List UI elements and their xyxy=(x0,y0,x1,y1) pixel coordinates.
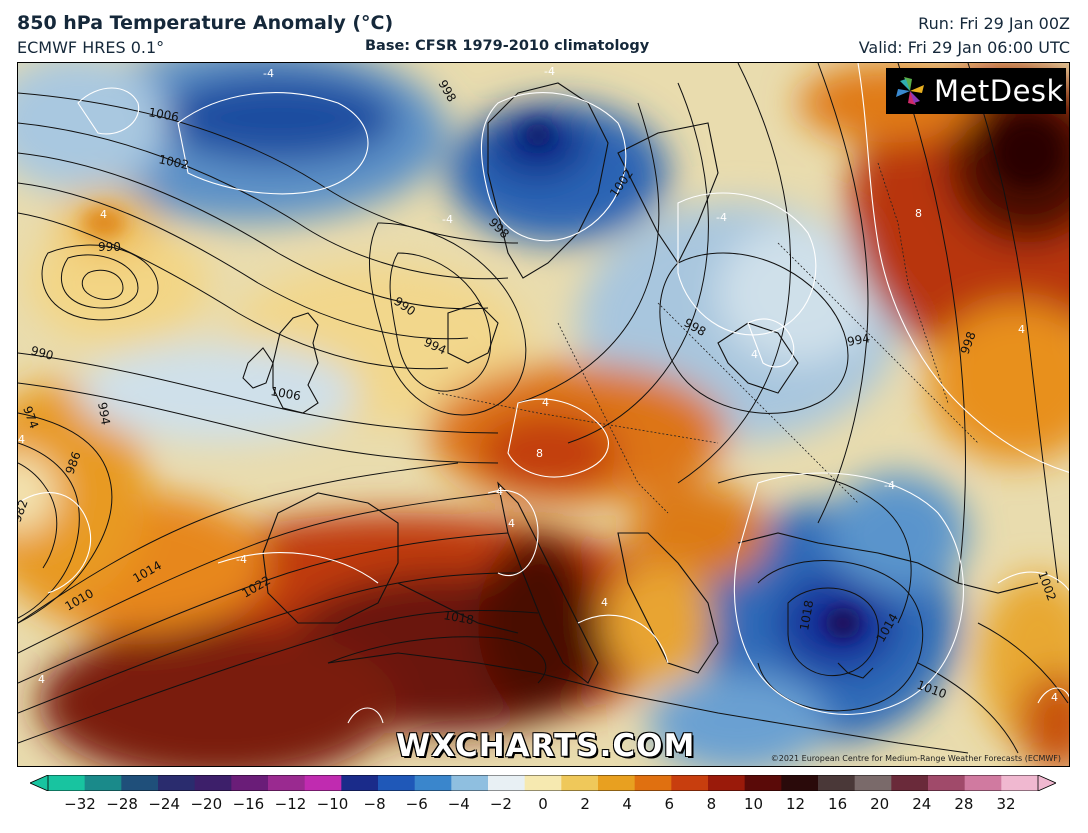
colorbar-tick-label: 4 xyxy=(622,795,632,813)
anomaly-labels: -4 -4 -4 -4 4 -4 8 4 4 4 4 8 4 4 -4 4 4 … xyxy=(18,65,1058,704)
colorbar-segment xyxy=(1001,775,1039,791)
colorbar-segment xyxy=(818,775,856,791)
isobars xyxy=(18,63,1069,754)
anomaly-label: -4 xyxy=(544,65,555,78)
colorbar-segment xyxy=(928,775,966,791)
colorbar-segment xyxy=(451,775,489,791)
anomaly-label: 4 xyxy=(18,433,25,446)
run-time: Run: Fri 29 Jan 00Z xyxy=(918,14,1070,33)
colorbar-segment xyxy=(194,775,232,791)
anomaly-label: -4 xyxy=(236,553,247,566)
colorbar-tick-label: 28 xyxy=(954,795,974,813)
colorbar-max-arrow xyxy=(1038,775,1056,791)
anomaly-label: 4 xyxy=(100,208,107,221)
colorbar-segment xyxy=(304,775,342,791)
anomaly-label: 4 xyxy=(38,673,45,686)
watermark: WXCHARTS.COM xyxy=(396,728,696,764)
isobar-label: 994 xyxy=(846,331,871,349)
anomaly-field xyxy=(18,63,1069,766)
colorbar-segment xyxy=(341,775,379,791)
logo-text: MetDesk xyxy=(934,74,1064,108)
colorbar-tick-label: 32 xyxy=(996,795,1016,813)
colorbar-tick-label: −20 xyxy=(190,795,223,813)
anomaly-map[interactable]: 998 1006 1002 990 998 1002 998 994 990 9… xyxy=(17,62,1070,767)
colorbar-tick-label: −10 xyxy=(316,795,349,813)
colorbar-segment xyxy=(561,775,599,791)
colorbar-tick-label: 0 xyxy=(538,795,548,813)
anomaly-contours xyxy=(18,63,1069,724)
colorbar-tick-label: −32 xyxy=(64,795,96,813)
colorbar-segment xyxy=(268,775,306,791)
isobar-label: 1018 xyxy=(442,608,475,627)
colorbar-segment xyxy=(598,775,636,791)
colorbar-tick-label: −4 xyxy=(447,795,470,813)
anomaly-label: -4 xyxy=(442,213,453,226)
isobar-label: 990 xyxy=(29,343,55,362)
copyright-credit: ©2021 European Centre for Medium-Range W… xyxy=(770,754,1061,763)
colorbar-segment xyxy=(84,775,122,791)
anomaly-label: -4 xyxy=(884,479,895,492)
colorbar-segment xyxy=(48,775,86,791)
isobar-label: 1002 xyxy=(157,152,190,172)
colorbar-segment xyxy=(708,775,746,791)
anomaly-label: 4 xyxy=(1051,691,1058,704)
colorbar-tick-label: −6 xyxy=(405,795,428,813)
isobar-label: 1006 xyxy=(147,105,180,124)
model-name: ECMWF HRES 0.1° xyxy=(17,38,165,57)
map-canvas: 998 1006 1002 990 998 1002 998 994 990 9… xyxy=(18,63,1069,766)
colorbar-tick-label: 6 xyxy=(664,795,675,813)
colorbar-tick-label: −2 xyxy=(489,795,512,813)
isobar-label: 990 xyxy=(98,240,121,254)
colorbar-segment xyxy=(854,775,892,791)
colorbar-segment xyxy=(121,775,159,791)
colorbar-segment xyxy=(488,775,526,791)
anomaly-label: 4 xyxy=(751,348,758,361)
colorbar-tick-label: −8 xyxy=(363,795,386,813)
metdesk-logo: MetDesk xyxy=(886,68,1066,114)
colorbar-segment xyxy=(964,775,1002,791)
anomaly-label: 4 xyxy=(496,485,503,498)
colorbar-min-arrow xyxy=(30,775,48,791)
isobar-label: 1006 xyxy=(269,384,302,403)
anomaly-label: -4 xyxy=(263,67,274,80)
colorbar-tick-label: 16 xyxy=(828,795,848,813)
isobar-label: 994 xyxy=(95,401,113,426)
colorbar-tick-label: −12 xyxy=(274,795,307,813)
colorbar-segment xyxy=(414,775,452,791)
anomaly-label: -4 xyxy=(716,211,727,224)
anomaly-label: 4 xyxy=(542,396,549,409)
colorbar-tick-label: 12 xyxy=(785,795,806,813)
colorbar-segment xyxy=(634,775,672,791)
colorbar-tick-label: −24 xyxy=(148,795,181,813)
colorbar xyxy=(30,775,1056,791)
anomaly-label: 4 xyxy=(508,517,515,530)
colorbar-tick-label: −16 xyxy=(232,795,265,813)
isobar-label: 1018 xyxy=(797,599,816,632)
colorbar-segment xyxy=(891,775,929,791)
colorbar-tick-label: 2 xyxy=(580,795,590,813)
colorbar-segment xyxy=(671,775,709,791)
anomaly-label: 4 xyxy=(601,596,608,609)
anomaly-label: 8 xyxy=(536,447,543,460)
colorbar-tick-label: 24 xyxy=(912,795,932,813)
colorbar-segment xyxy=(744,775,782,791)
colorbar-tick-label: −28 xyxy=(106,795,138,813)
valid-time: Valid: Fri 29 Jan 06:00 UTC xyxy=(858,38,1070,57)
pinwheel-icon xyxy=(896,77,924,105)
climatology-base: Base: CFSR 1979-2010 climatology xyxy=(365,38,650,54)
colorbar-segment xyxy=(781,775,819,791)
colorbar-segment xyxy=(524,775,562,791)
colorbar-segment xyxy=(158,775,196,791)
colorbar-tick-label: 8 xyxy=(706,795,717,813)
colorbar-ticks: −32 −28 −24 −20 −16 −12 −10 −8 −6 −4 −2 0 2 4 6 8 10 12 16… xyxy=(0,795,1088,817)
chart-title: 850 hPa Temperature Anomaly (°C) xyxy=(17,12,394,34)
colorbar-tick-label: 20 xyxy=(870,795,890,813)
colorbar-segment xyxy=(231,775,269,791)
colorbar-tick-label: 10 xyxy=(743,795,764,813)
colorbar-segment xyxy=(378,775,416,791)
anomaly-label: 4 xyxy=(1018,323,1025,336)
anomaly-label: 8 xyxy=(915,207,922,220)
